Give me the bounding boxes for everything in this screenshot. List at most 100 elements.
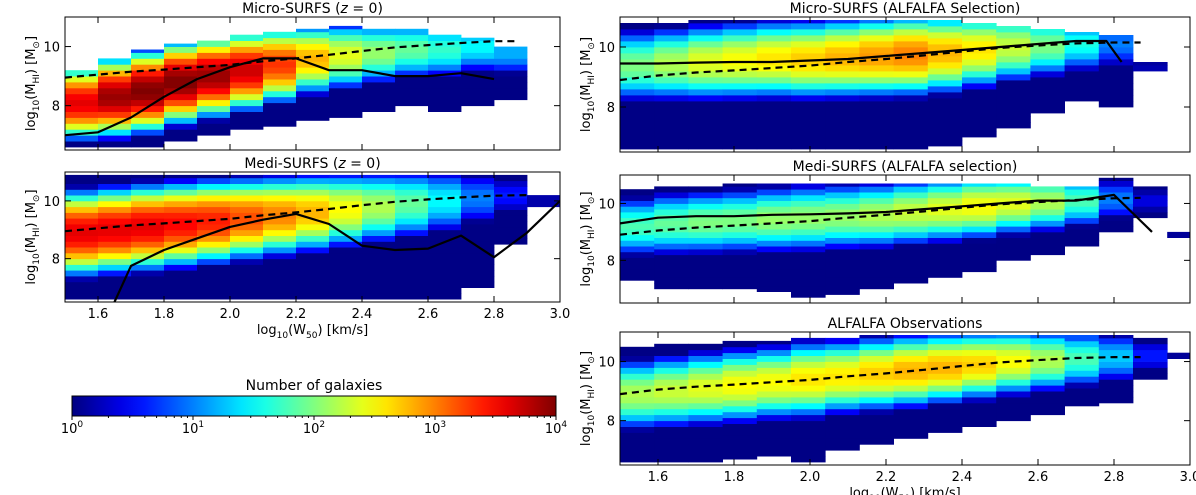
heatmap-cell bbox=[722, 53, 758, 60]
heatmap-cell bbox=[428, 58, 462, 65]
heatmap-cell bbox=[164, 105, 198, 112]
heatmap-cell bbox=[722, 131, 758, 138]
heatmap-cell bbox=[461, 212, 495, 219]
heatmap-cell bbox=[791, 337, 826, 345]
heatmap-cell bbox=[65, 264, 99, 271]
heatmap-cell bbox=[620, 263, 655, 270]
heatmap-cell bbox=[893, 237, 929, 244]
heatmap-cell bbox=[825, 444, 860, 451]
heatmap-cell bbox=[164, 195, 198, 202]
heatmap-cell bbox=[65, 111, 99, 118]
heatmap-cell bbox=[962, 131, 997, 138]
heatmap-cell bbox=[962, 186, 997, 193]
heatmap-cell bbox=[395, 28, 429, 36]
heatmap-cell bbox=[329, 183, 363, 190]
heatmap-cell bbox=[1064, 77, 1100, 84]
heatmap-cell bbox=[791, 450, 826, 457]
heatmap-cell bbox=[927, 343, 963, 351]
heatmap-cell bbox=[1098, 367, 1134, 374]
x-tick-label: 2.4 bbox=[352, 307, 373, 322]
heatmap-cell bbox=[859, 237, 894, 244]
heatmap-cell bbox=[620, 137, 655, 144]
heatmap-cell bbox=[1064, 71, 1100, 78]
heatmap-cell bbox=[98, 200, 132, 208]
heatmap-cell bbox=[197, 105, 231, 112]
heatmap-cell bbox=[996, 249, 1031, 256]
heatmap-cell bbox=[263, 276, 297, 283]
heatmap-cell bbox=[859, 231, 894, 238]
heatmap-cell bbox=[461, 241, 495, 248]
heatmap-cell bbox=[1064, 370, 1100, 377]
heatmap-cell bbox=[996, 116, 1031, 123]
heatmap-cell bbox=[362, 105, 396, 112]
heatmap-cell bbox=[893, 197, 929, 204]
heatmap-cell bbox=[263, 37, 297, 44]
heatmap-cell bbox=[329, 258, 363, 265]
heatmap-cell bbox=[197, 64, 231, 71]
text-part: log bbox=[579, 267, 594, 287]
heatmap-cell bbox=[791, 83, 826, 90]
heatmap-cell bbox=[461, 264, 495, 271]
heatmap-cell bbox=[688, 143, 723, 150]
y-tick-label: 10 bbox=[598, 41, 615, 56]
heatmap-cell bbox=[65, 105, 99, 112]
heatmap-cell bbox=[654, 391, 689, 398]
heatmap-cell bbox=[395, 40, 429, 47]
heatmap-cell bbox=[654, 83, 689, 90]
heatmap-cell bbox=[1030, 335, 1065, 339]
colorbar-tick-label: 104 bbox=[545, 420, 568, 437]
heatmap-cell bbox=[197, 270, 231, 277]
heatmap-cell bbox=[825, 277, 860, 284]
heatmap-cell bbox=[230, 252, 264, 260]
heatmap-cell bbox=[329, 189, 363, 196]
heatmap-cell bbox=[791, 229, 826, 236]
heatmap-cell bbox=[722, 441, 758, 448]
heatmap-cell bbox=[296, 43, 330, 50]
heatmap-cell bbox=[927, 237, 963, 244]
heatmap-cell bbox=[756, 402, 792, 410]
heatmap-cell bbox=[461, 195, 495, 202]
heatmap-cell bbox=[263, 264, 297, 271]
heatmap-cell bbox=[893, 183, 929, 187]
heatmap-cell bbox=[893, 271, 929, 278]
text-part: 10 bbox=[303, 422, 320, 437]
heatmap-cell bbox=[428, 218, 462, 225]
heatmap-cell bbox=[263, 174, 297, 179]
heatmap-cell bbox=[927, 408, 963, 416]
heatmap-cell bbox=[461, 70, 495, 77]
heatmap-cell bbox=[362, 195, 396, 202]
heatmap-cell bbox=[1064, 200, 1100, 207]
heatmap-cell bbox=[98, 293, 132, 300]
heatmap-cell bbox=[230, 82, 264, 89]
heatmap-cell bbox=[962, 408, 997, 416]
heatmap-cell bbox=[98, 287, 132, 294]
heatmap-cell bbox=[825, 271, 860, 278]
dashed-relation-line bbox=[620, 356, 1141, 396]
heatmap-cell bbox=[296, 270, 330, 277]
heatmap-cell bbox=[263, 49, 297, 56]
heatmap-cell bbox=[791, 408, 826, 416]
heatmap-cell bbox=[395, 93, 429, 101]
heatmap-cell bbox=[654, 438, 689, 445]
heatmap-cell bbox=[688, 186, 723, 193]
heatmap-cell bbox=[893, 95, 929, 102]
heatmap-cell bbox=[722, 249, 758, 256]
heatmap-cell bbox=[962, 119, 997, 126]
heatmap-cell bbox=[654, 143, 689, 150]
heatmap-cell bbox=[620, 101, 655, 108]
heatmap-cell bbox=[893, 420, 929, 427]
heatmap-cell bbox=[688, 450, 723, 457]
heatmap-cell bbox=[65, 200, 99, 208]
heatmap-cell bbox=[996, 343, 1031, 351]
heatmap-cell bbox=[428, 206, 462, 213]
heatmap-cell bbox=[722, 271, 758, 278]
heatmap-cell bbox=[1030, 402, 1065, 410]
heatmap-cell bbox=[756, 268, 792, 275]
heatmap-cell bbox=[329, 276, 363, 283]
heatmap-cell bbox=[1098, 89, 1134, 96]
text-part: (M bbox=[579, 398, 594, 414]
text-part: ⊙ bbox=[587, 197, 597, 205]
heatmap-cell bbox=[461, 58, 495, 65]
heatmap-cell bbox=[688, 41, 723, 48]
x-tick-label: 2.6 bbox=[418, 307, 439, 322]
